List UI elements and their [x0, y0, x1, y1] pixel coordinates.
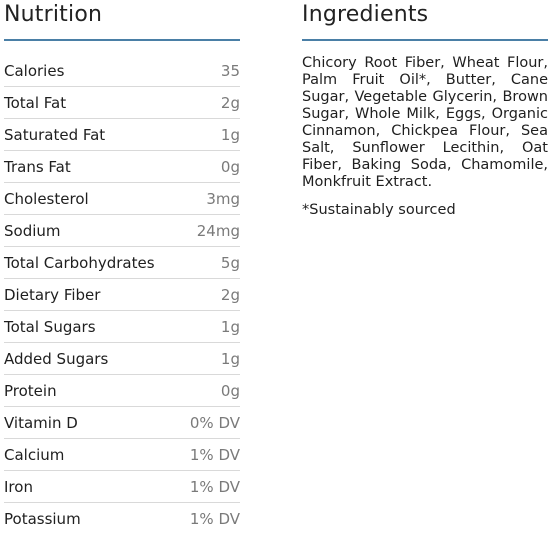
ingredients-footnote: *Sustainably sourced: [302, 202, 456, 218]
ingredients-title-rule: [302, 39, 548, 41]
nutrient-name: Total Fat: [4, 93, 67, 112]
nutrition-row-saturated-fat: Saturated Fat 1g: [4, 119, 240, 151]
nutrient-value: 0g: [220, 381, 240, 400]
nutrient-value: 5g: [220, 253, 240, 272]
nutrition-title-rule: [4, 39, 240, 41]
nutrition-row-cholesterol: Cholesterol 3mg: [4, 183, 240, 215]
nutrition-row-sodium: Sodium 24mg: [4, 215, 240, 247]
nutrient-value: 1g: [220, 317, 240, 336]
nutrient-name: Cholesterol: [4, 189, 89, 208]
nutrient-name: Saturated Fat: [4, 125, 106, 144]
nutrient-name: Protein: [4, 381, 57, 400]
nutrient-name: Calories: [4, 61, 65, 80]
nutrient-value: 2g: [220, 285, 240, 304]
nutrient-value: 1g: [220, 349, 240, 368]
nutrient-value: 1% DV: [189, 445, 240, 464]
nutrition-title: Nutrition: [4, 2, 103, 27]
nutrient-value: 2g: [220, 93, 240, 112]
ingredients-title: Ingredients: [302, 2, 429, 27]
nutrition-row-dietary-fiber: Dietary Fiber 2g: [4, 279, 240, 311]
nutrient-value: 3mg: [206, 189, 240, 208]
nutrition-row-total-sugars: Total Sugars 1g: [4, 311, 240, 343]
nutrient-name: Trans Fat: [4, 157, 71, 176]
nutrient-value: 0% DV: [189, 413, 240, 432]
nutrition-row-iron: Iron 1% DV: [4, 471, 240, 503]
nutrition-row-protein: Protein 0g: [4, 375, 240, 407]
nutrient-value: 35: [220, 61, 240, 80]
nutrient-name: Vitamin D: [4, 413, 78, 432]
nutrient-name: Total Sugars: [4, 317, 96, 336]
nutrient-name: Dietary Fiber: [4, 285, 101, 304]
nutrient-name: Added Sugars: [4, 349, 109, 368]
nutrient-value: 1g: [220, 125, 240, 144]
nutrition-table: Calories 35 Total Fat 2g Saturated Fat 1…: [4, 55, 240, 534]
nutrition-section: Nutrition Calories 35 Total Fat 2g Satur…: [4, 0, 240, 534]
nutrition-row-trans-fat: Trans Fat 0g: [4, 151, 240, 183]
ingredients-section: Ingredients Chicory Root Fiber, Wheat Fl…: [302, 0, 548, 219]
nutrition-row-calories: Calories 35: [4, 55, 240, 87]
nutrient-value: 0g: [220, 157, 240, 176]
nutrition-row-added-sugars: Added Sugars 1g: [4, 343, 240, 375]
ingredients-list: Chicory Root Fiber, Wheat Flour, Palm Fr…: [302, 55, 548, 190]
nutrient-name: Iron: [4, 477, 33, 496]
nutrient-value: 1% DV: [189, 477, 240, 496]
nutrition-row-total-carbohydrates: Total Carbohydrates 5g: [4, 247, 240, 279]
nutrition-row-calcium: Calcium 1% DV: [4, 439, 240, 471]
nutrition-row-total-fat: Total Fat 2g: [4, 87, 240, 119]
nutrient-name: Calcium: [4, 445, 65, 464]
nutrient-value: 24mg: [196, 221, 240, 240]
nutrient-name: Sodium: [4, 221, 61, 240]
nutrition-row-vitamin-d: Vitamin D 0% DV: [4, 407, 240, 439]
nutrient-name: Total Carbohydrates: [4, 253, 155, 272]
